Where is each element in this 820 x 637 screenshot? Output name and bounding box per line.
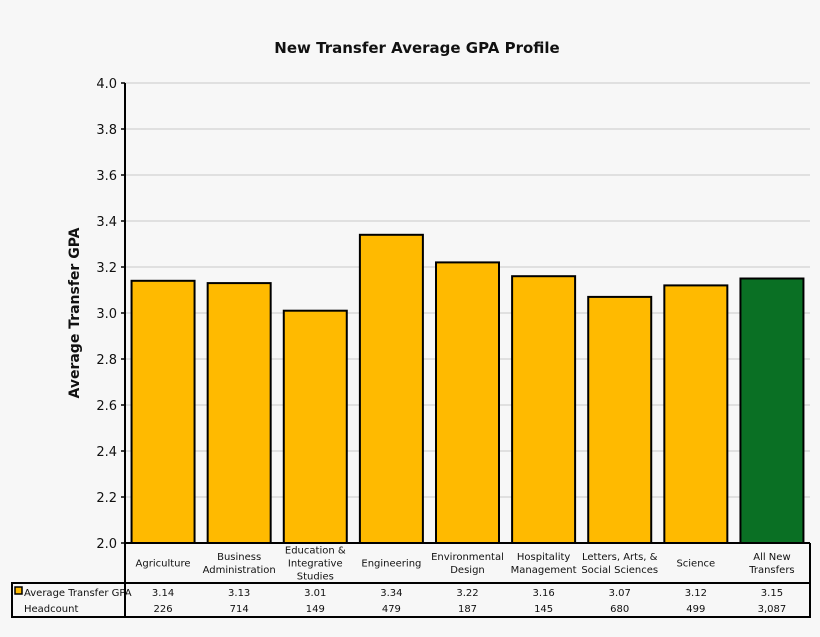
headcount-value-cell: 680 [610,604,629,615]
bar [206,282,272,544]
y-tick-label: 3.6 [96,169,117,184]
y-axis-label: Average Transfer GPA [67,227,83,398]
category-label: Studies [297,572,334,583]
bar [358,233,424,545]
category-label: Engineering [361,559,421,570]
y-tick-label: 3.2 [96,261,117,276]
gpa-value-cell: 3.13 [228,588,250,599]
y-tick-label: 3.8 [96,123,117,138]
y-tick-label: 2.4 [96,445,117,460]
row-header-gpa: Average Transfer GPA [24,588,132,599]
gpa-value-cell: 3.12 [685,588,707,599]
gpa-value-cell: 3.22 [456,588,478,599]
headcount-value-cell: 149 [306,604,325,615]
y-tick-label: 2.2 [96,491,117,506]
headcount-value-cell: 187 [458,604,477,615]
category-label: Administration [203,565,276,576]
gpa-value-cell: 3.01 [304,588,326,599]
headcount-value-cell: 226 [154,604,173,615]
category-label: Environmental [431,552,504,563]
category-label: Transfers [748,565,794,576]
y-tick-label: 2.6 [96,399,117,414]
row-header-headcount: Headcount [24,604,78,615]
data-table-border [11,582,811,618]
bar [435,261,500,544]
gpa-value-cell: 3.34 [380,588,402,599]
bar [511,275,577,544]
gpa-value-cell: 3.15 [761,588,783,599]
category-label: Letters, Arts, & [582,552,658,563]
headcount-value-cell: 499 [686,604,705,615]
legend-key [14,586,23,595]
headcount-value-cell: 3,087 [758,604,787,615]
headcount-value-cell: 479 [382,604,401,615]
y-tick-label: 3.0 [96,307,117,322]
category-label: Management [511,565,577,576]
y-tick-label: 2.0 [96,537,117,552]
headcount-value-cell: 714 [230,604,249,615]
category-label: Science [676,559,715,570]
category-label: Integrative [288,559,343,570]
bar [739,277,805,544]
bar [130,279,196,544]
gpa-value-cell: 3.16 [532,588,554,599]
y-tick-label: 4.0 [96,77,117,92]
category-label: Social Sciences [581,565,658,576]
category-label: Hospitality [517,552,571,563]
bar [282,309,348,545]
category-label: All New [753,552,790,563]
y-tick-label: 3.4 [96,215,117,230]
bar [663,284,729,544]
y-tick-label: 2.8 [96,353,117,368]
chart-title: New Transfer Average GPA Profile [274,39,559,57]
category-label: Design [450,565,485,576]
gpa-value-cell: 3.14 [152,588,174,599]
category-label: Education & [285,546,346,557]
bar [587,295,653,544]
category-label: Business [217,552,261,563]
headcount-value-cell: 145 [534,604,553,615]
category-label: Agriculture [136,559,191,570]
gpa-value-cell: 3.07 [609,588,631,599]
